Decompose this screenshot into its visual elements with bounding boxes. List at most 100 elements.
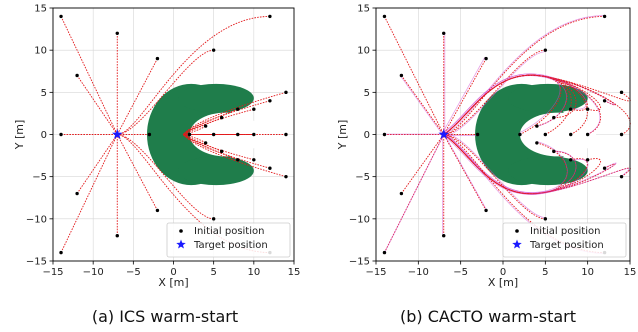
initial-point (59, 132, 63, 137)
obstacle (475, 83, 597, 186)
initial-point (203, 141, 208, 145)
y-tick-label: −10 (26, 214, 47, 225)
caption-cacto: (b) CACTO warm-start (400, 307, 576, 326)
obstacle-upper-arm (178, 83, 254, 113)
trajectory-path (443, 134, 605, 254)
initial-point (155, 208, 160, 213)
caption-ics: (a) ICS warm-start (92, 307, 238, 326)
trajectory-path (182, 134, 287, 178)
plot-cacto-warm-start: −15 −10 −5 0 5 10 15 −15 −10 −5 0 5 10 15 X [m] Y [m] In… (336, 4, 636, 290)
y-tick-label: −15 (26, 257, 47, 268)
trajectory-path (182, 134, 271, 169)
trajectory-path (443, 15, 605, 135)
y-tick-label: 0 (364, 130, 370, 141)
x-tick-label: −10 (83, 267, 104, 278)
trajectory-path (182, 108, 238, 135)
initial-point (543, 48, 548, 52)
initial-point (236, 107, 240, 111)
initial-point (284, 90, 288, 95)
legend: Initial position Target position (166, 222, 291, 258)
legend-box (166, 222, 291, 258)
trajectory-path (117, 134, 214, 220)
initial-point (484, 56, 488, 61)
y-tick-label: 10 (34, 46, 47, 57)
x-tick-label: 5 (210, 267, 216, 278)
trajectory-path (116, 134, 158, 211)
initial-point (220, 115, 224, 120)
initial-point (284, 132, 288, 137)
trajectory-path (116, 58, 158, 135)
initial-point (252, 158, 256, 162)
y-tick-label: 10 (357, 46, 370, 57)
initial-point (147, 132, 152, 137)
legend-marker-initial (515, 229, 519, 233)
initial-point (602, 99, 607, 103)
initial-point (602, 166, 607, 170)
trajectory-path (443, 134, 546, 220)
plot-ics-warm-start: −15 −10 −5 0 5 10 15 −15 −10 −5 0 5 10 15 X [m] Y [m] In… (13, 4, 300, 290)
initial-point (236, 132, 240, 137)
legend-marker-target (176, 239, 186, 249)
initial-point (59, 14, 63, 19)
initial-point (236, 158, 240, 162)
trajectory-path-alt (400, 75, 443, 135)
trajectories (60, 15, 287, 254)
trajectory-path-alt (443, 133, 487, 210)
initial-point (475, 132, 480, 137)
obstacle-upper-arm (508, 83, 588, 113)
initial-point (484, 208, 488, 213)
trajectory-path (117, 49, 214, 135)
initial-point (284, 174, 288, 179)
initial-point (211, 132, 216, 137)
initial-point (268, 99, 272, 103)
trajectory-path-alt (442, 73, 561, 134)
trajectory-path (76, 134, 118, 194)
x-tick-label: −15 (365, 267, 386, 278)
trajectories (384, 15, 631, 254)
x-tick-label: −10 (408, 267, 429, 278)
initial-point (115, 234, 119, 238)
initial-point (442, 234, 446, 238)
initial-point (619, 90, 624, 95)
trajectory-path-alt (443, 15, 604, 134)
y-tick-label: −10 (349, 214, 370, 225)
initial-point (619, 132, 624, 137)
initial-point (220, 149, 224, 154)
x-tick-label: 10 (247, 267, 260, 278)
initial-point (399, 73, 404, 78)
y-tick-label: 0 (41, 130, 47, 141)
y-tick-label: 5 (41, 88, 47, 99)
x-tick-label: −15 (42, 267, 63, 278)
trajectory-path (401, 75, 445, 135)
trajectory-path (182, 134, 254, 161)
initial-point (203, 124, 208, 128)
trajectory-path (60, 16, 118, 135)
y-tick-label: 15 (357, 4, 370, 15)
initial-points (59, 14, 288, 255)
initial-point (585, 132, 590, 137)
trajectory-path (60, 134, 118, 253)
x-tick-label: 5 (542, 267, 548, 278)
legend-box (502, 222, 627, 258)
trajectory-path (182, 91, 287, 135)
x-tick-label: 15 (288, 267, 301, 278)
x-tick-label: 0 (170, 267, 176, 278)
x-axis-label: X [m] (158, 276, 188, 289)
x-tick-label: 10 (581, 267, 594, 278)
initial-point (619, 174, 624, 179)
trajectory-path (384, 16, 445, 135)
y-axis-label: Y [m] (13, 120, 26, 151)
initial-point (399, 191, 404, 196)
initial-point (535, 124, 539, 128)
initial-point (75, 191, 79, 196)
initial-point (211, 217, 216, 221)
y-tick-label: 15 (34, 4, 47, 15)
initial-point (211, 48, 216, 52)
obstacle-gap (519, 112, 597, 157)
initial-points (382, 14, 624, 255)
x-tick-label: −5 (453, 267, 468, 278)
initial-point (543, 217, 548, 221)
initial-point (252, 132, 256, 137)
trajectory-path-alt (443, 51, 546, 137)
